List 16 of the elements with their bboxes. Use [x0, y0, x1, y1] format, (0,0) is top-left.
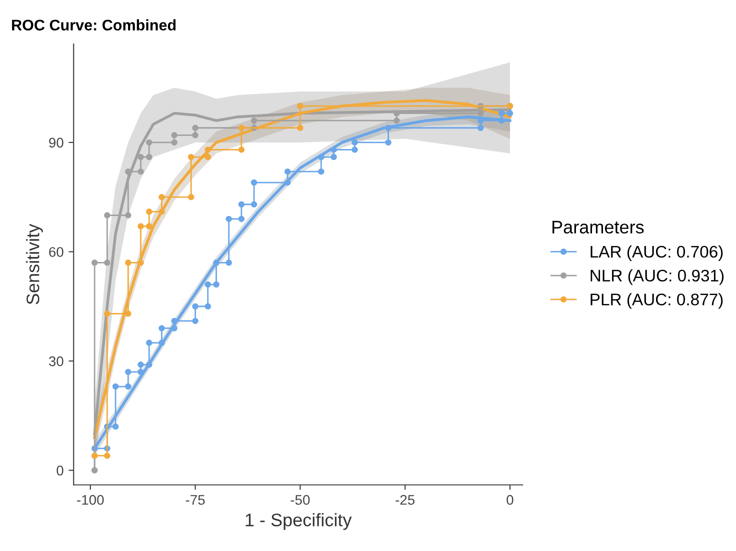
y-tick-label: 0 — [56, 466, 64, 476]
y-tick-label: 60 — [49, 247, 64, 257]
legend-label: PLR (AUC: 0.877) — [590, 293, 723, 309]
x-tick-label: -100 — [77, 494, 104, 505]
legend-label: LAR (AUC: 0.706) — [590, 245, 723, 261]
x-tick-label: 0 — [506, 494, 514, 505]
chart-title: ROC Curve: Combined — [12, 19, 176, 31]
x-tick-label: -50 — [290, 494, 310, 505]
legend-title: Parameters — [552, 220, 644, 234]
legend-label: NLR (AUC: 0.931) — [590, 269, 724, 285]
y-tick-label: 90 — [49, 138, 64, 148]
y-axis-title: Sensitivity — [26, 224, 43, 304]
x-tick-label: -25 — [396, 494, 415, 505]
x-tick-label: -75 — [186, 495, 205, 505]
x-axis-title: 1 - Specificity — [246, 513, 352, 530]
y-tick-label: 30 — [48, 356, 64, 366]
